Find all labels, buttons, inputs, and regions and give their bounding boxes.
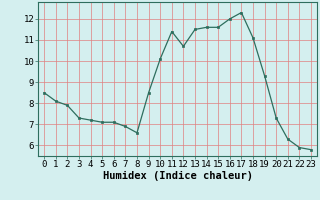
X-axis label: Humidex (Indice chaleur): Humidex (Indice chaleur): [103, 171, 252, 181]
